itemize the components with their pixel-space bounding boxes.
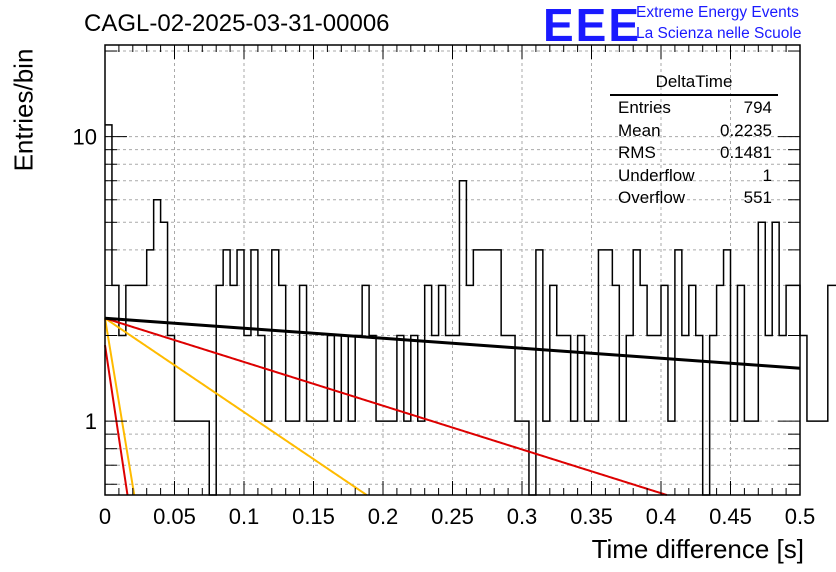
x-tick-label: 0.5 bbox=[785, 504, 816, 529]
histogram-outline bbox=[105, 124, 836, 496]
stats-row-entries: Entries 794 bbox=[610, 98, 778, 121]
axes: 0 0.05 0.1 0.15 0.2 0.25 0.3 0.35 0.4 0.45 0.5 1 10 bbox=[73, 44, 816, 529]
x-tick-label: 0.2 bbox=[368, 504, 399, 529]
stats-value: 1 bbox=[762, 165, 772, 185]
eee-logo: EEE bbox=[543, 0, 642, 51]
x-tick-label: 0.15 bbox=[292, 504, 335, 529]
stats-row-rms: RMS 0.1481 bbox=[610, 143, 778, 166]
fit-curve-black bbox=[104, 316, 801, 370]
stats-title: DeltaTime bbox=[610, 72, 778, 96]
x-tick-label: 0.05 bbox=[153, 504, 196, 529]
x-tick-label: 0.4 bbox=[646, 504, 677, 529]
x-tick-label: 0.1 bbox=[229, 504, 260, 529]
stats-label: RMS bbox=[618, 143, 656, 163]
stats-label: Entries bbox=[618, 98, 671, 117]
stats-label: Underflow bbox=[618, 165, 695, 185]
stats-box: DeltaTime Entries 794 Mean 0.2235 RMS 0.… bbox=[610, 72, 778, 211]
stats-label: Mean bbox=[618, 120, 661, 140]
chart-title: CAGL-02-2025-03-31-00006 bbox=[84, 10, 390, 37]
stats-row-mean: Mean 0.2235 bbox=[610, 121, 778, 144]
stats-value: 551 bbox=[743, 188, 772, 208]
fit-curve-yellow bbox=[104, 318, 136, 496]
fit-curves bbox=[104, 316, 801, 496]
stats-value: 0.2235 bbox=[720, 120, 772, 140]
stats-value: 0.1481 bbox=[720, 143, 772, 163]
x-tick-label: 0.25 bbox=[431, 504, 474, 529]
plot-frame bbox=[104, 44, 801, 496]
stats-label: Overflow bbox=[618, 188, 686, 208]
stats-value: 794 bbox=[743, 98, 772, 117]
fit-curve-red bbox=[104, 317, 668, 496]
x-tick-label: 0.45 bbox=[709, 504, 752, 529]
y-tick-label: 10 bbox=[73, 125, 97, 150]
y-tick-label: 1 bbox=[85, 409, 97, 434]
x-tick-label: 0.35 bbox=[570, 504, 613, 529]
x-axis-label: Time difference [s] bbox=[591, 534, 804, 564]
logo-line-1: Extreme Energy Events bbox=[636, 4, 799, 21]
fit-curve-red bbox=[104, 344, 129, 496]
histogram bbox=[105, 124, 836, 496]
x-tick-label: 0 bbox=[99, 504, 111, 529]
x-tick-label: 0.3 bbox=[507, 504, 538, 529]
fit-curve-yellow bbox=[104, 317, 368, 496]
stats-row-underflow: Underflow 1 bbox=[610, 166, 778, 189]
stats-row-overflow: Overflow 551 bbox=[610, 188, 778, 211]
logo-line-2: La Scienza nelle Scuole bbox=[636, 25, 802, 42]
